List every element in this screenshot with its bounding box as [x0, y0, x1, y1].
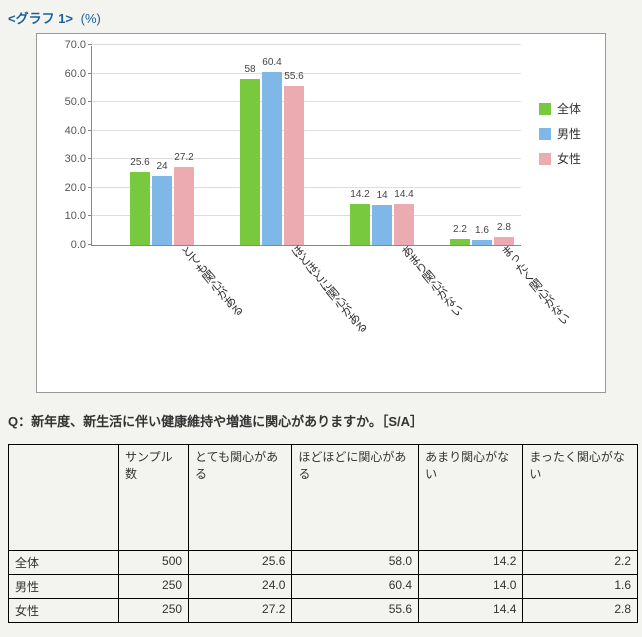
- x-tick-label: ほどほどに関心がある: [287, 241, 371, 336]
- table-row: 全体50025.658.014.22.2: [9, 551, 638, 575]
- bar-value-label: 1.6: [475, 225, 489, 236]
- chart-frame: 0.010.020.030.040.050.060.070.025.62427.…: [36, 33, 606, 393]
- table-cell: 55.6: [292, 599, 419, 623]
- bar-value-label: 14.4: [394, 189, 413, 200]
- bar-value-label: 2.2: [453, 224, 467, 235]
- y-tick-label: 70.0: [52, 39, 86, 51]
- bar: 14.2: [350, 204, 370, 245]
- y-tick-label: 50.0: [52, 96, 86, 108]
- bar: 60.4: [262, 72, 282, 245]
- legend-label: 全体: [557, 100, 581, 117]
- table-cell: 500: [119, 551, 189, 575]
- table-cell: 25.6: [189, 551, 292, 575]
- bar-value-label: 14.2: [350, 189, 369, 200]
- bar: 14: [372, 205, 392, 245]
- table-cell: 250: [119, 599, 189, 623]
- title-text: <グラフ 1>: [8, 11, 73, 26]
- table-row: 男性25024.060.414.01.6: [9, 575, 638, 599]
- bar: 1.6: [472, 240, 492, 245]
- pct-label: (%): [81, 11, 101, 26]
- grid-line: [92, 101, 521, 102]
- table-cell: 14.2: [419, 551, 523, 575]
- legend: 全体男性女性: [539, 100, 581, 376]
- bar-value-label: 25.6: [130, 157, 149, 168]
- table-cell: 60.4: [292, 575, 419, 599]
- legend-swatch: [539, 103, 551, 115]
- question-text: Q：新年度、新生活に伴い健康維持や増進に関心がありますか。［S/A］: [8, 411, 634, 430]
- bar-value-label: 60.4: [262, 57, 281, 68]
- bar-group: 14.21414.4: [350, 204, 414, 245]
- table-cell: 14.0: [419, 575, 523, 599]
- table-header: ほどほどに関心がある: [292, 445, 419, 551]
- bar: 55.6: [284, 86, 304, 245]
- grid-line: [92, 130, 521, 131]
- grid-line: [92, 73, 521, 74]
- bar: 25.6: [130, 172, 150, 245]
- table-cell: 1.6: [523, 575, 638, 599]
- y-tick-label: 20.0: [52, 182, 86, 194]
- legend-swatch: [539, 128, 551, 140]
- bar: 2.2: [450, 239, 470, 245]
- bar: 27.2: [174, 167, 194, 245]
- y-tick-label: 40.0: [52, 125, 86, 137]
- x-tick-label: とても関心がある: [177, 241, 247, 319]
- table-header: [9, 445, 119, 551]
- bar: 58: [240, 79, 260, 245]
- table-cell: 58.0: [292, 551, 419, 575]
- table-cell: 2.2: [523, 551, 638, 575]
- legend-item: 全体: [539, 100, 581, 117]
- bar-group: 5860.455.6: [240, 72, 304, 245]
- bar-value-label: 58: [244, 64, 255, 75]
- chart-plot: 0.010.020.030.040.050.060.070.025.62427.…: [91, 46, 521, 246]
- table-cell: 2.8: [523, 599, 638, 623]
- x-axis-labels: とても関心があるほどほどに関心があるあまり関心がないまったく関心がない: [91, 246, 521, 376]
- legend-swatch: [539, 153, 551, 165]
- grid-line: [92, 158, 521, 159]
- bar-value-label: 27.2: [174, 152, 193, 163]
- bar-value-label: 24: [156, 161, 167, 172]
- bar-value-label: 55.6: [284, 71, 303, 82]
- y-tick-label: 60.0: [52, 68, 86, 80]
- chart-title: <グラフ 1> (%): [8, 8, 634, 27]
- bar-group: 25.62427.2: [130, 167, 194, 245]
- bar: 24: [152, 176, 172, 245]
- y-tick-label: 0.0: [52, 239, 86, 251]
- grid-line: [92, 44, 521, 45]
- bar-value-label: 14: [376, 190, 387, 201]
- row-header: 全体: [9, 551, 119, 575]
- x-tick-label: あまり関心がない: [397, 241, 467, 319]
- table-header: あまり関心がない: [419, 445, 523, 551]
- table-cell: 250: [119, 575, 189, 599]
- row-header: 男性: [9, 575, 119, 599]
- legend-item: 女性: [539, 150, 581, 167]
- table-header: サンプル数: [119, 445, 189, 551]
- bar-group: 2.21.62.8: [450, 237, 514, 245]
- legend-label: 女性: [557, 150, 581, 167]
- table-header: とても関心がある: [189, 445, 292, 551]
- row-header: 女性: [9, 599, 119, 623]
- bar-value-label: 2.8: [497, 222, 511, 233]
- bar: 14.4: [394, 204, 414, 245]
- table-cell: 24.0: [189, 575, 292, 599]
- y-tick-label: 10.0: [52, 210, 86, 222]
- table-row: 女性25027.255.614.42.8: [9, 599, 638, 623]
- table-header: まったく関心がない: [523, 445, 638, 551]
- table-cell: 27.2: [189, 599, 292, 623]
- y-tick-label: 30.0: [52, 153, 86, 165]
- table-cell: 14.4: [419, 599, 523, 623]
- data-table: サンプル数とても関心があるほどほどに関心があるあまり関心がないまったく関心がない…: [8, 444, 638, 623]
- legend-item: 男性: [539, 125, 581, 142]
- legend-label: 男性: [557, 125, 581, 142]
